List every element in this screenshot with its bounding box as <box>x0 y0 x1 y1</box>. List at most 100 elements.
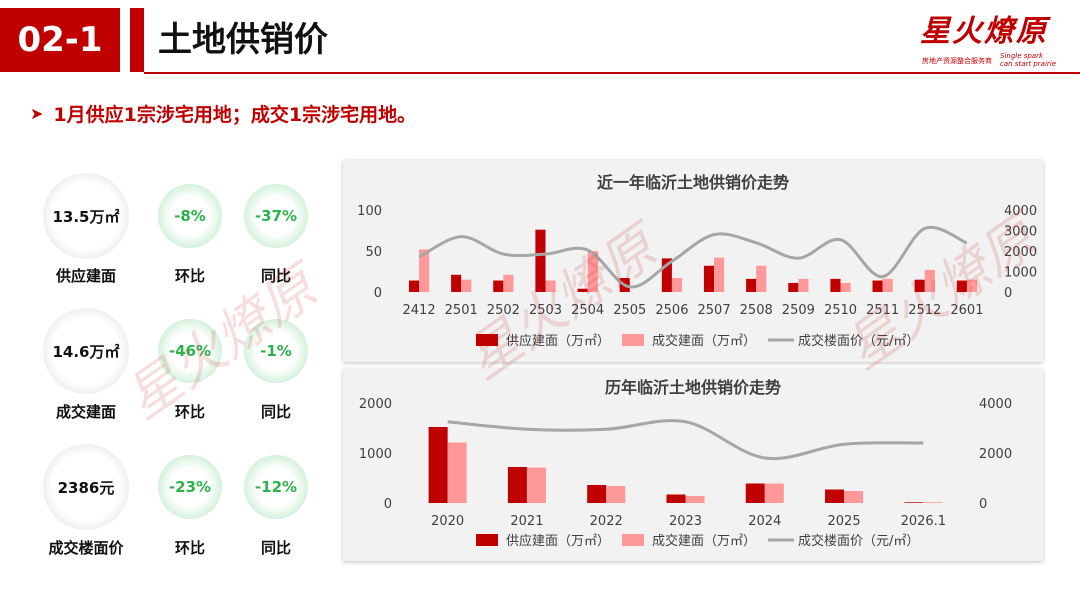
bar <box>461 279 472 292</box>
chart-panel-monthly: 近一年临沂土地供销价走势 0 50 100 0 1000 2000 3000 4000 2412 2… <box>343 160 1043 362</box>
bar <box>764 483 784 503</box>
legend-label: 成交建面（万㎡） <box>652 533 756 549</box>
bar <box>545 280 556 292</box>
bar <box>798 278 809 292</box>
x-tick-label: 2501 <box>445 303 478 318</box>
yoy-circle: -12% <box>244 455 308 519</box>
x-tick-label: 2020 <box>431 514 464 529</box>
legend-swatch <box>622 334 645 346</box>
metric-value-circle: 2386元 <box>43 444 129 530</box>
legend-label: 成交楼面价（元/㎡） <box>798 333 919 349</box>
bar <box>756 265 767 292</box>
bar <box>535 229 546 292</box>
x-tick-label: 2022 <box>590 514 623 529</box>
section-code: 02-1 <box>0 8 120 72</box>
x-tick-label: 2601 <box>950 303 983 318</box>
bar <box>966 279 978 292</box>
mom-circle: -23% <box>158 455 222 519</box>
x-tick-label: 2511 <box>866 303 899 318</box>
metric-value-circle: 13.5万㎡ <box>43 173 129 259</box>
bar <box>904 502 924 503</box>
y-tick-label: 1000 <box>359 447 392 462</box>
bar <box>840 282 851 292</box>
metric-value-circle: 14.6万㎡ <box>43 308 129 394</box>
price-line <box>447 419 924 461</box>
bar <box>872 280 883 292</box>
bar <box>914 279 925 292</box>
x-tick-label: 2505 <box>613 303 646 318</box>
x-tick-label: 2504 <box>571 303 604 318</box>
logo-mark: 星火燎原 <box>920 14 1048 49</box>
y-tick-label: 0 <box>384 497 392 512</box>
bar <box>577 288 588 292</box>
y-tick-label: 100 <box>357 204 382 219</box>
arrow-right-icon: ➤ <box>30 104 44 123</box>
legend-label: 成交楼面价（元/㎡） <box>798 533 919 549</box>
bar <box>714 257 725 292</box>
yoy-label: 同比 <box>260 403 291 421</box>
y2-tick-label: 2000 <box>979 447 1012 462</box>
mom-circle: -46% <box>158 319 222 383</box>
y2-tick-label: 1000 <box>1004 266 1037 281</box>
chart-title: 近一年临沂土地供销价走势 <box>597 173 789 192</box>
legend-swatch <box>622 534 645 546</box>
x-tick-label: 2510 <box>824 303 857 318</box>
header-accent-bar <box>130 8 144 72</box>
bar <box>447 442 467 503</box>
bar <box>526 467 546 503</box>
y-tick-label: 50 <box>365 245 382 260</box>
bar <box>587 251 598 292</box>
bar <box>745 483 765 503</box>
summary-text: 1月供应1宗涉宅用地；成交1宗涉宅用地。 <box>53 104 417 126</box>
legend-label: 供应建面（万㎡） <box>506 533 610 549</box>
mom-circle: -8% <box>158 184 222 248</box>
x-tick-label: 2508 <box>740 303 773 318</box>
bar <box>703 265 715 292</box>
x-tick-label: 2025 <box>828 514 861 529</box>
bar <box>507 467 527 503</box>
bar <box>844 491 864 503</box>
y-tick-label: 0 <box>374 286 382 301</box>
yoy-circle: -37% <box>244 184 308 248</box>
logo-subtitle: 房地产资源整合服务商 <box>922 57 992 65</box>
y2-tick-label: 0 <box>979 497 987 512</box>
x-tick-label: 2024 <box>748 514 781 529</box>
metric-label: 供应建面 <box>55 267 116 285</box>
x-tick-label: 2503 <box>529 303 562 318</box>
bar <box>428 427 448 503</box>
y2-tick-label: 2000 <box>1004 245 1037 260</box>
bar <box>661 258 672 292</box>
x-tick-label: 2412 <box>403 303 436 318</box>
mom-label: 环比 <box>174 539 205 557</box>
yoy-circle: -1% <box>244 319 308 383</box>
bar <box>956 280 967 292</box>
bar <box>587 485 607 503</box>
y-tick-label: 2000 <box>359 397 392 412</box>
summary-bullet: ➤ 1月供应1宗涉宅用地；成交1宗涉宅用地。 <box>30 100 416 127</box>
y2-tick-label: 3000 <box>1004 225 1037 240</box>
chart-panel-yearly: 历年临沂土地供销价走势 0 1000 2000 0 2000 4000 2020 2021 202… <box>343 369 1043 561</box>
bar <box>788 282 799 292</box>
bar <box>419 249 430 292</box>
bar <box>493 280 504 292</box>
bar <box>451 274 462 292</box>
bar <box>882 278 893 292</box>
mom-label: 环比 <box>174 403 205 421</box>
x-tick-label: 2506 <box>655 303 688 318</box>
bar <box>830 278 841 292</box>
mom-label: 环比 <box>174 267 205 285</box>
yoy-label: 同比 <box>260 267 291 285</box>
y2-tick-label: 4000 <box>979 397 1012 412</box>
bar <box>671 278 683 292</box>
logo-english: Single spark can start prairie <box>1000 52 1057 68</box>
x-tick-label: 2507 <box>698 303 731 318</box>
legend-swatch <box>476 334 498 346</box>
x-tick-label: 2026.1 <box>901 514 947 529</box>
legend-swatch <box>476 534 498 546</box>
legend-label: 供应建面（万㎡） <box>506 333 610 349</box>
bar <box>746 278 757 292</box>
x-tick-label: 2512 <box>908 303 941 318</box>
bar <box>923 502 943 503</box>
y2-tick-label: 4000 <box>1004 204 1037 219</box>
